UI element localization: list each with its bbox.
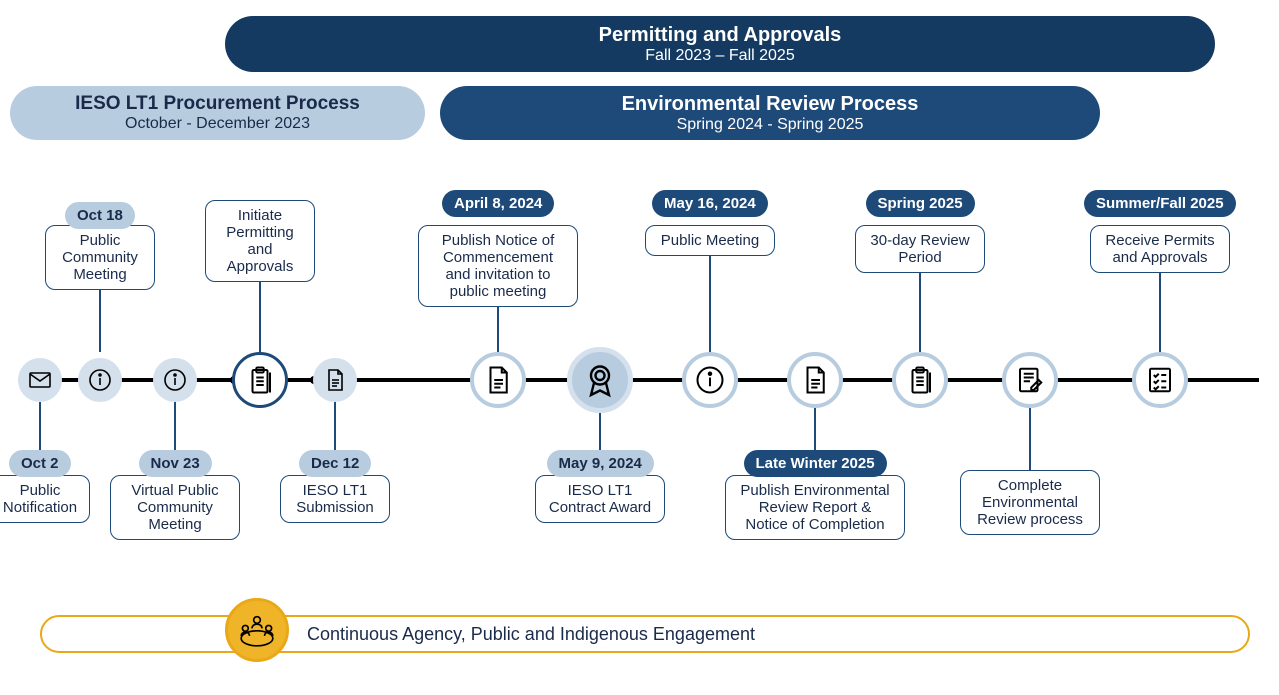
connector bbox=[1029, 408, 1031, 470]
document-icon bbox=[323, 368, 347, 392]
milestone-m2 bbox=[78, 358, 122, 402]
milestone-date: May 16, 2024 bbox=[652, 190, 768, 217]
clipboard-icon bbox=[245, 365, 275, 395]
engagement-label: Continuous Agency, Public and Indigenous… bbox=[307, 624, 755, 645]
engagement-bar: Continuous Agency, Public and Indigenous… bbox=[40, 615, 1250, 653]
connector bbox=[259, 282, 261, 352]
milestone-date: Dec 12 bbox=[299, 450, 371, 477]
milestone-callout: Public Meeting bbox=[645, 225, 775, 256]
milestone-callout: Initiate Permitting and Approvals bbox=[205, 200, 315, 282]
milestone-callout: Public Notification bbox=[0, 475, 90, 523]
milestone-callout: Publish Environmental Review Report & No… bbox=[725, 475, 905, 540]
connector bbox=[174, 402, 176, 450]
document-icon bbox=[483, 365, 513, 395]
milestone-m10 bbox=[892, 352, 948, 408]
engagement-icon bbox=[225, 598, 289, 662]
banner-permitting: Permitting and Approvals Fall 2023 – Fal… bbox=[225, 16, 1215, 72]
connector bbox=[497, 307, 499, 352]
milestone-m9 bbox=[787, 352, 843, 408]
banner-title: Permitting and Approvals bbox=[245, 24, 1195, 47]
milestone-m12 bbox=[1132, 352, 1188, 408]
banner-subtitle: October - December 2023 bbox=[30, 115, 405, 133]
milestone-callout: Virtual Public Community Meeting bbox=[110, 475, 240, 540]
milestone-date: Spring 2025 bbox=[866, 190, 975, 217]
milestone-date: May 9, 2024 bbox=[547, 450, 654, 477]
milestone-date: Summer/Fall 2025 bbox=[1084, 190, 1236, 217]
milestone-date: Oct 2 bbox=[9, 450, 71, 477]
milestone-callout: Public Community Meeting bbox=[45, 225, 155, 290]
banner-subtitle: Spring 2024 - Spring 2025 bbox=[460, 116, 1080, 134]
banner-procurement: IESO LT1 Procurement Process October - D… bbox=[10, 86, 425, 140]
milestone-callout: IESO LT1 Contract Award bbox=[535, 475, 665, 523]
milestone-m6 bbox=[470, 352, 526, 408]
award-icon bbox=[582, 362, 618, 398]
milestone-m5 bbox=[313, 358, 357, 402]
envelope-icon bbox=[28, 368, 52, 392]
connector bbox=[814, 408, 816, 450]
banner-title: IESO LT1 Procurement Process bbox=[30, 93, 405, 115]
checklist-icon bbox=[1145, 365, 1175, 395]
milestone-date: Oct 18 bbox=[65, 202, 135, 229]
connector bbox=[39, 402, 41, 450]
milestone-callout: Receive Permits and Approvals bbox=[1090, 225, 1230, 273]
connector bbox=[99, 290, 101, 352]
milestone-m7 bbox=[567, 347, 633, 413]
milestone-m3 bbox=[153, 358, 197, 402]
milestone-callout: 30-day Review Period bbox=[855, 225, 985, 273]
milestone-callout: IESO LT1 Submission bbox=[280, 475, 390, 523]
milestone-m8 bbox=[682, 352, 738, 408]
connector bbox=[599, 413, 601, 450]
connector bbox=[709, 256, 711, 352]
clipboard-icon bbox=[905, 365, 935, 395]
milestone-callout: Publish Notice of Commencement and invit… bbox=[418, 225, 578, 307]
connector bbox=[1159, 273, 1161, 352]
timeline-axis bbox=[20, 378, 1259, 382]
milestone-m1 bbox=[18, 358, 62, 402]
milestone-callout: Complete Environmental Review process bbox=[960, 470, 1100, 535]
connector bbox=[919, 273, 921, 352]
document-icon bbox=[800, 365, 830, 395]
milestone-date: Nov 23 bbox=[139, 450, 212, 477]
edit-doc-icon bbox=[1015, 365, 1045, 395]
banner-title: Environmental Review Process bbox=[460, 93, 1080, 116]
milestone-date: Late Winter 2025 bbox=[744, 450, 887, 477]
connector bbox=[334, 402, 336, 450]
milestone-date: April 8, 2024 bbox=[442, 190, 554, 217]
info-icon bbox=[163, 368, 187, 392]
banner-subtitle: Fall 2023 – Fall 2025 bbox=[245, 47, 1195, 65]
info-icon bbox=[88, 368, 112, 392]
info-icon bbox=[695, 365, 725, 395]
milestone-m4 bbox=[232, 352, 288, 408]
banner-environmental: Environmental Review Process Spring 2024… bbox=[440, 86, 1100, 140]
milestone-m11 bbox=[1002, 352, 1058, 408]
